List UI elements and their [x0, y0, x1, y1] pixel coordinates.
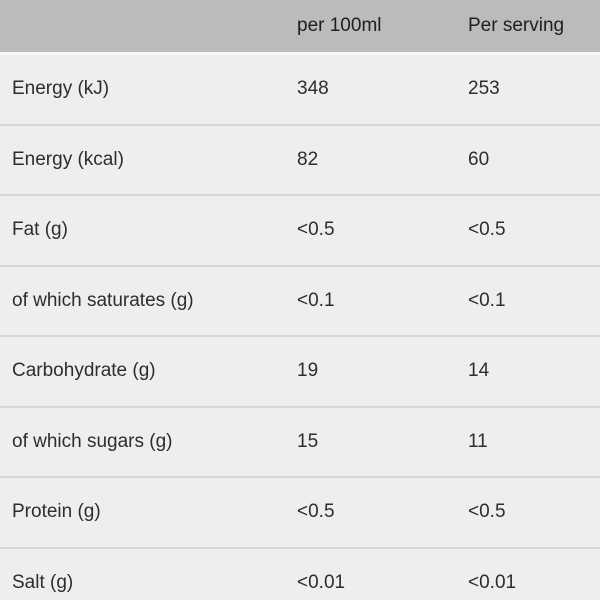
row-label: Carbohydrate (g) [12, 360, 156, 382]
row-label: of which sugars (g) [12, 430, 173, 452]
row-label: Salt (g) [12, 571, 74, 593]
cell-per-100ml: 82 [297, 148, 319, 170]
table-row-energy-kcal: Energy (kcal) 82 60 [0, 123, 600, 194]
table-row-energy-kj: Energy (kJ) 348 253 [0, 55, 600, 124]
cell-per-100ml: 19 [297, 360, 319, 382]
table-body: Energy (kJ) 348 253 Energy (kcal) 82 60 … [0, 55, 600, 600]
header-divider [0, 52, 600, 55]
cell-per-100ml: <0.1 [297, 289, 335, 311]
table-header-row: per 100ml Per serving [0, 0, 600, 52]
cell-per-100ml: 15 [297, 430, 319, 452]
table-row-fat: Fat (g) <0.5 <0.5 [0, 194, 600, 265]
cell-per-100ml: <0.5 [297, 501, 335, 523]
table-row-salt: Salt (g) <0.01 <0.01 [0, 546, 600, 600]
row-label: Fat (g) [12, 219, 68, 241]
cell-per-serving: 253 [468, 78, 500, 100]
cell-per-100ml: <0.01 [297, 571, 346, 593]
cell-per-serving: <0.1 [468, 289, 506, 311]
cell-per-serving: 14 [468, 360, 490, 382]
row-label: of which saturates (g) [12, 289, 194, 311]
col-header-per-serving: Per serving [468, 15, 565, 36]
cell-per-100ml: <0.5 [297, 219, 335, 241]
table-row-protein: Protein (g) <0.5 <0.5 [0, 476, 600, 547]
col-header-per-100ml: per 100ml [297, 15, 382, 36]
cell-per-serving: 11 [468, 430, 488, 452]
row-label: Protein (g) [12, 501, 101, 523]
row-label: Energy (kJ) [12, 78, 110, 100]
table-row-saturates: of which saturates (g) <0.1 <0.1 [0, 264, 600, 335]
cell-per-serving: <0.01 [468, 571, 517, 593]
cell-per-serving: <0.5 [468, 219, 506, 241]
cell-per-100ml: 348 [297, 78, 329, 100]
table-row-carbohydrate: Carbohydrate (g) 19 14 [0, 335, 600, 406]
row-label: Energy (kcal) [12, 148, 124, 170]
table-row-sugars: of which sugars (g) 15 11 [0, 405, 600, 476]
cell-per-serving: <0.5 [468, 501, 506, 523]
cell-per-serving: 60 [468, 148, 490, 170]
